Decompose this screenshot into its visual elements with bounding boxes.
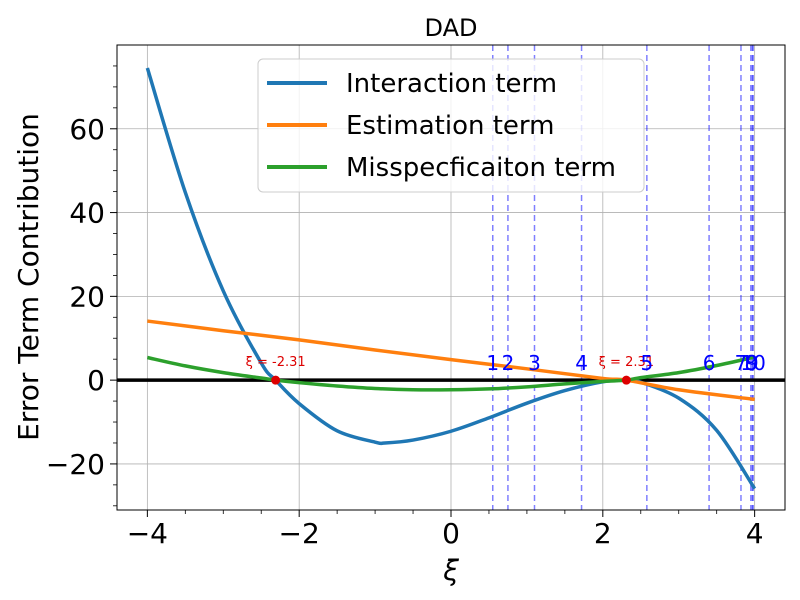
legend-label-1: Estimation term: [346, 111, 554, 141]
root-point: [621, 375, 631, 385]
iteration-label: 6: [703, 351, 716, 375]
iteration-label: 9: [746, 351, 759, 375]
y-tick-label: 40: [69, 197, 105, 230]
legend: Interaction term Estimation term Misspecfi…: [257, 58, 645, 193]
x-tick-label: −2: [279, 517, 320, 550]
iteration-label: 2: [502, 351, 515, 375]
iteration-label: 1: [486, 351, 499, 375]
x-tick-label: −4: [127, 517, 168, 550]
legend-box: [257, 58, 645, 193]
legend-label-2: Misspecficaiton term: [346, 153, 616, 183]
x-tick-label: 2: [594, 517, 612, 550]
root-markers: ξ = -2.31 ξ = 2.31: [246, 355, 654, 385]
y-axis-label: Error Term Contribution: [12, 113, 45, 441]
iteration-label: 4: [575, 351, 588, 375]
iteration-label: 10: [740, 351, 765, 375]
x-tick-label: 4: [746, 517, 764, 550]
y-tick-label: 0: [87, 364, 105, 397]
y-tick-label: 60: [69, 113, 105, 146]
series-line-2: [146, 355, 756, 392]
chart-title: DAD: [425, 14, 478, 42]
series-lines: [145, 67, 757, 490]
root-label: ξ = 2.31: [599, 355, 654, 370]
root-label: ξ = -2.31: [246, 355, 306, 370]
series-line-1: [147, 319, 755, 402]
root-point: [271, 375, 281, 385]
legend-label-0: Interaction term: [346, 69, 557, 99]
x-tick-label: 0: [442, 517, 460, 550]
iteration-label: 7: [735, 351, 748, 375]
x-axis-label: ξ: [442, 554, 459, 587]
iteration-label: 8: [744, 351, 757, 375]
y-tick-label: 20: [69, 280, 105, 313]
y-tick-label: −20: [46, 448, 105, 481]
iteration-label: 3: [528, 351, 541, 375]
iteration-label: 5: [640, 351, 653, 375]
iteration-lines: [492, 45, 754, 510]
